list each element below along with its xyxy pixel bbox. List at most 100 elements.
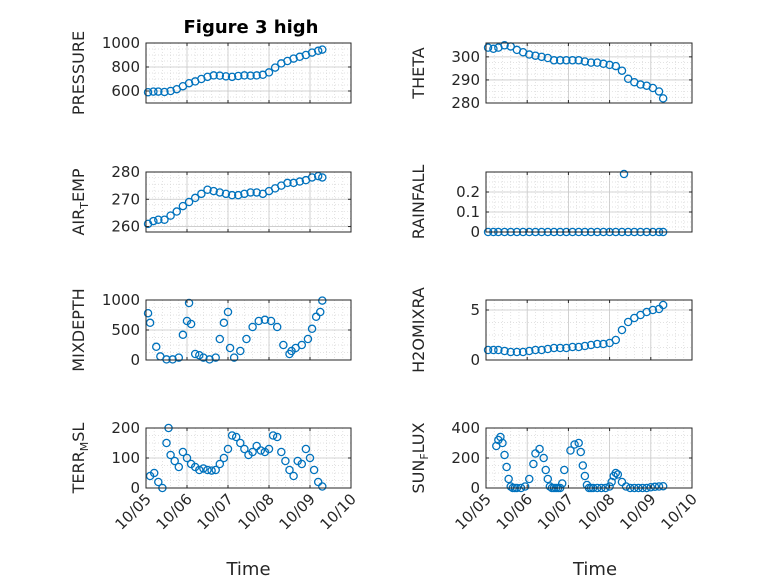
data-point — [186, 319, 196, 329]
data-point — [303, 334, 313, 344]
data-point — [520, 482, 530, 491]
data-point — [549, 343, 559, 353]
data-point — [562, 343, 571, 353]
data-point — [252, 71, 261, 80]
data-point — [174, 462, 184, 472]
y-axis-label: THETA — [409, 47, 428, 99]
data-point — [264, 68, 274, 77]
data-point — [182, 453, 192, 463]
data-point — [252, 188, 261, 197]
data-point — [289, 471, 298, 481]
data-point — [172, 207, 181, 216]
data-point — [500, 450, 509, 460]
data-point — [498, 438, 507, 448]
data-point — [174, 353, 184, 362]
grid — [485, 171, 693, 233]
axes-box — [485, 42, 693, 104]
data-point — [149, 87, 158, 96]
data-point — [568, 56, 577, 65]
y-tick-label: 0 — [130, 479, 140, 497]
data-point — [586, 58, 596, 67]
data-point — [221, 189, 231, 199]
data-point — [555, 56, 565, 65]
data-point — [219, 318, 229, 328]
data-point — [621, 482, 631, 491]
data-point — [270, 63, 280, 72]
data-point — [272, 322, 282, 332]
x-tick-label: 10/08 — [235, 490, 278, 533]
data-point — [578, 461, 588, 470]
data-point — [162, 438, 171, 448]
data-point — [143, 87, 153, 97]
data-point — [605, 60, 614, 70]
data-point — [199, 464, 208, 473]
data-point — [574, 56, 583, 65]
y-axis-label: TERRMSL — [69, 423, 91, 495]
data-point — [318, 173, 327, 182]
axes-box — [145, 42, 352, 104]
data-point — [318, 296, 327, 305]
data-point — [297, 340, 307, 350]
y-tick-label: 5 — [470, 301, 480, 319]
data-point — [309, 465, 319, 475]
data-point — [233, 190, 243, 200]
data-point — [483, 43, 493, 52]
data-point — [574, 342, 583, 352]
data-point — [215, 188, 225, 197]
y-tick-label: 260 — [111, 218, 140, 236]
data-point — [599, 339, 608, 349]
data-point — [518, 347, 528, 357]
data-point — [231, 432, 241, 442]
data-point — [611, 335, 621, 345]
data-point — [580, 471, 590, 481]
data-point — [283, 178, 292, 188]
series-points — [483, 300, 668, 357]
x-tick-label: 10/09 — [616, 490, 659, 533]
data-point — [506, 482, 515, 491]
data-point — [525, 474, 534, 484]
plot-area — [146, 172, 351, 232]
data-point — [318, 482, 327, 491]
data-point — [223, 307, 233, 317]
data-point — [483, 345, 493, 355]
y-tick-label: 300 — [451, 48, 480, 66]
data-point — [277, 447, 286, 457]
data-point — [297, 459, 307, 469]
data-point — [211, 465, 220, 475]
data-point — [654, 87, 664, 96]
data-point — [658, 300, 668, 310]
y-tick-label: 0.1 — [456, 203, 480, 221]
data-point — [266, 316, 276, 326]
data-point — [190, 349, 200, 359]
data-point — [260, 315, 270, 325]
data-point — [154, 477, 163, 487]
data-point — [219, 453, 229, 463]
data-point — [313, 46, 323, 56]
y-tick-label: 200 — [111, 419, 140, 437]
y-tick-label: 1000 — [102, 34, 140, 52]
data-point — [566, 446, 575, 455]
data-point — [574, 438, 583, 448]
data-point — [560, 465, 569, 475]
data-point — [307, 173, 317, 182]
data-point — [541, 465, 550, 475]
data-point — [504, 474, 513, 484]
data-point — [489, 345, 498, 355]
data-point — [170, 456, 179, 466]
data-point — [215, 459, 225, 469]
data-point — [178, 330, 188, 340]
series-points — [145, 423, 327, 493]
x-tick-label: 10/10 — [317, 490, 360, 533]
y-tick-label: 100 — [111, 449, 140, 467]
y-axis-label: AIRTEMP — [69, 168, 91, 235]
axes-box — [145, 171, 352, 233]
data-point — [184, 197, 194, 207]
x-axis-label: Time — [572, 559, 617, 580]
data-point — [611, 61, 621, 71]
data-point — [307, 324, 317, 334]
data-point — [225, 343, 235, 353]
subplot-terr-msl: 0100200TERRMSL10/0510/0610/0710/0810/091… — [69, 419, 360, 580]
data-point — [279, 340, 288, 350]
x-tick-label: 10/09 — [276, 490, 319, 533]
